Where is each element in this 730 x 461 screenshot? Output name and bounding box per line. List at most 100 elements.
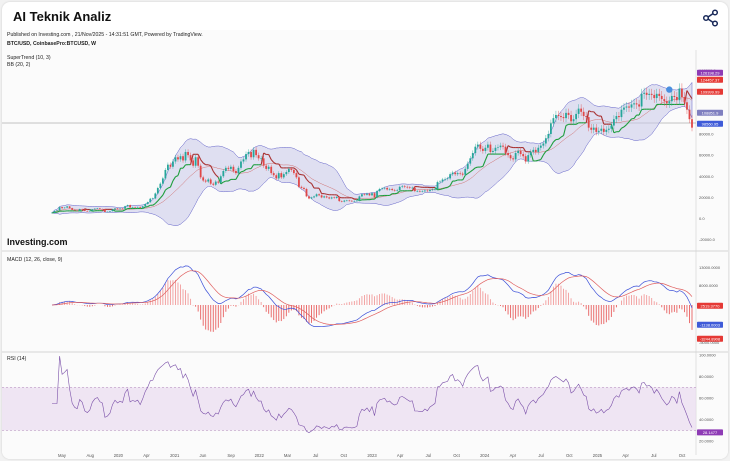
candle-body xyxy=(151,198,154,199)
candle-body xyxy=(454,172,457,175)
candle-body xyxy=(494,147,497,151)
candle-body xyxy=(169,164,172,167)
candle-body xyxy=(318,194,320,196)
supertrend-segment xyxy=(200,159,204,164)
candle-body xyxy=(612,119,615,126)
supertrend-segment xyxy=(169,180,174,188)
candle-body xyxy=(255,149,257,156)
supertrend-segment xyxy=(293,167,297,171)
candle-body xyxy=(524,156,527,162)
candle-body xyxy=(580,108,583,112)
supertrend-segment xyxy=(124,208,128,211)
candle-body xyxy=(219,176,222,183)
candle-body xyxy=(436,182,439,189)
supertrend-segment xyxy=(217,177,222,185)
macd-title: MACD (12, 26, close, 9) xyxy=(7,257,63,263)
candle-body xyxy=(560,116,562,118)
supertrend-segment xyxy=(202,162,207,166)
x-tick-label: Aug xyxy=(86,453,94,458)
candle-body xyxy=(476,144,479,147)
candle-body xyxy=(401,186,404,187)
rsi-title: RSI (14) xyxy=(7,356,27,362)
candle-body xyxy=(275,175,278,179)
candle-body xyxy=(139,206,142,208)
supertrend-segment xyxy=(215,174,219,178)
candle-body xyxy=(635,103,638,105)
supertrend-segment xyxy=(167,186,171,189)
x-tick-label: 2021 xyxy=(170,453,180,458)
candle-body xyxy=(602,128,605,132)
candle-body xyxy=(250,151,252,158)
candle-body xyxy=(78,209,81,211)
candle-body xyxy=(537,147,540,152)
macd-last-macd-bg xyxy=(697,321,723,328)
supertrend-segment xyxy=(240,170,244,173)
supertrend-segment xyxy=(162,189,166,196)
supertrend-segment xyxy=(157,197,161,202)
last-value-bb-upper-bg xyxy=(697,69,723,76)
candle-body xyxy=(648,93,651,95)
candle-body xyxy=(172,161,174,167)
supertrend-segment xyxy=(295,169,300,175)
last-value-bb-upper: 126198.29 xyxy=(701,70,721,75)
supertrend-segment xyxy=(535,159,539,162)
candle-body xyxy=(335,196,338,198)
candle-body xyxy=(179,156,182,160)
candle-body xyxy=(333,197,336,199)
candle-body xyxy=(111,209,114,212)
supertrend-segment xyxy=(565,123,569,127)
candle-body xyxy=(416,191,419,192)
investing-logo: Investing.com xyxy=(7,237,68,247)
chart-svg: May Aug 2020 Apr 2021 Jun Sep 2022 Mar Jul Oct 2023… xyxy=(2,50,728,458)
candle-body xyxy=(542,143,545,146)
candle-body xyxy=(212,183,215,185)
candle-body xyxy=(353,201,356,202)
candle-body xyxy=(633,103,635,105)
share-button[interactable] xyxy=(701,8,721,28)
candle-body xyxy=(189,155,192,161)
candle-body xyxy=(552,118,555,124)
candle-body xyxy=(141,206,144,208)
candle-body xyxy=(418,191,421,192)
price-panel xyxy=(51,81,693,226)
x-tick-label: May xyxy=(58,453,67,458)
candle-body xyxy=(411,187,414,189)
candle-body xyxy=(56,210,58,211)
candle-body xyxy=(106,211,109,213)
candle-body xyxy=(116,208,119,210)
supertrend-segment xyxy=(323,193,327,195)
supertrend-segment xyxy=(467,171,471,175)
supertrend-segment xyxy=(122,209,126,212)
candle-body xyxy=(529,151,532,156)
supertrend-segment xyxy=(545,149,549,152)
candle-body xyxy=(252,149,255,158)
candle-body xyxy=(217,181,220,183)
candle-body xyxy=(207,179,210,182)
x-tick-label: Oct xyxy=(566,453,573,458)
candle-body xyxy=(267,166,270,169)
candle-body xyxy=(199,165,202,178)
candle-body xyxy=(232,166,235,171)
supertrend-segment xyxy=(245,168,249,170)
candle-body xyxy=(421,191,424,192)
candle-body xyxy=(534,149,537,152)
supertrend-segment xyxy=(250,164,255,169)
candle-body xyxy=(471,153,474,159)
candle-body xyxy=(597,130,600,132)
candle-body xyxy=(237,167,240,174)
candle-body xyxy=(607,128,610,130)
supertrend-segment xyxy=(449,180,454,186)
candle-body xyxy=(371,193,373,196)
supertrend-segment xyxy=(308,181,312,184)
candle-body xyxy=(600,128,603,131)
x-tick-label: Oct xyxy=(679,453,686,458)
share-icon xyxy=(702,9,719,27)
candle-body xyxy=(290,168,293,170)
candle-body xyxy=(502,145,504,147)
candle-body xyxy=(441,179,444,182)
supertrend-segment xyxy=(480,165,484,168)
candle-body xyxy=(214,181,217,185)
candle-body xyxy=(167,164,169,170)
candle-body xyxy=(242,159,245,162)
symbol-label: BTC/USD, CoinbasePro:BTCUSD, W xyxy=(7,41,97,47)
